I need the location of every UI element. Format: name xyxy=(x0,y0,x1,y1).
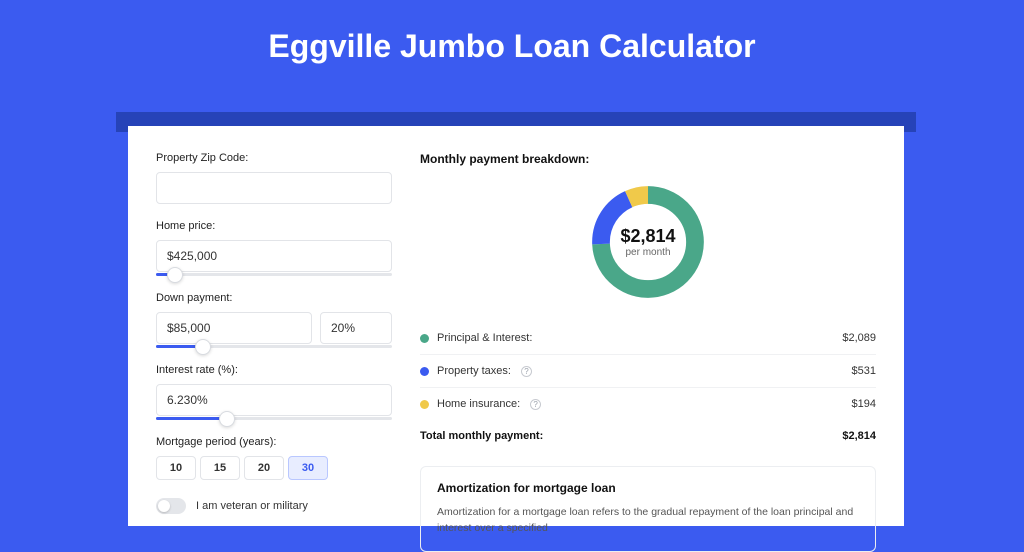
legend-value: $531 xyxy=(852,365,876,377)
interest-rate-input[interactable] xyxy=(156,384,392,416)
donut-sub: per month xyxy=(625,247,670,258)
home-price-label: Home price: xyxy=(156,220,392,232)
home-price-slider-thumb[interactable] xyxy=(167,267,183,283)
down-payment-percent-input[interactable] xyxy=(320,312,392,344)
breakdown-column: Monthly payment breakdown: $2,814 per mo… xyxy=(420,152,876,526)
calculator-card: Property Zip Code: Home price: Down paym… xyxy=(128,126,904,526)
mortgage-period-option[interactable]: 20 xyxy=(244,456,284,480)
legend-dot xyxy=(420,400,429,409)
amortization-body: Amortization for a mortgage loan refers … xyxy=(437,505,859,537)
breakdown-title: Monthly payment breakdown: xyxy=(420,152,876,166)
mortgage-period-option[interactable]: 30 xyxy=(288,456,328,480)
legend-label: Home insurance: xyxy=(437,398,520,410)
page-title: Eggville Jumbo Loan Calculator xyxy=(0,0,1024,93)
legend-row: Home insurance:? $194 xyxy=(420,387,876,420)
down-payment-group: Down payment: xyxy=(156,292,392,348)
legend-row: Property taxes:? $531 xyxy=(420,354,876,387)
home-price-group: Home price: xyxy=(156,220,392,276)
mortgage-period-option[interactable]: 10 xyxy=(156,456,196,480)
legend-label: Principal & Interest: xyxy=(437,332,532,344)
interest-rate-slider-thumb[interactable] xyxy=(219,411,235,427)
legend-list: Principal & Interest: $2,089 Property taxe… xyxy=(420,322,876,420)
home-price-slider[interactable] xyxy=(156,273,392,276)
mortgage-period-option[interactable]: 15 xyxy=(200,456,240,480)
form-column: Property Zip Code: Home price: Down paym… xyxy=(156,152,392,526)
donut-center: $2,814 per month xyxy=(586,180,710,304)
down-payment-slider[interactable] xyxy=(156,345,392,348)
legend-total-label: Total monthly payment: xyxy=(420,430,543,442)
info-icon[interactable]: ? xyxy=(530,399,541,410)
down-payment-row xyxy=(156,312,392,344)
legend-row: Principal & Interest: $2,089 xyxy=(420,322,876,354)
amortization-panel: Amortization for mortgage loan Amortizat… xyxy=(420,466,876,552)
info-icon[interactable]: ? xyxy=(521,366,532,377)
veteran-toggle-knob xyxy=(158,500,170,512)
interest-rate-group: Interest rate (%): xyxy=(156,364,392,420)
down-payment-input[interactable] xyxy=(156,312,312,344)
down-payment-label: Down payment: xyxy=(156,292,392,304)
zip-input[interactable] xyxy=(156,172,392,204)
interest-rate-slider[interactable] xyxy=(156,417,392,420)
legend-dot xyxy=(420,334,429,343)
interest-rate-slider-fill xyxy=(156,417,227,420)
legend-label: Property taxes: xyxy=(437,365,511,377)
mortgage-period-group: Mortgage period (years): 10152030 xyxy=(156,436,392,480)
mortgage-period-row: 10152030 xyxy=(156,456,392,480)
legend-value: $194 xyxy=(852,398,876,410)
zip-label: Property Zip Code: xyxy=(156,152,392,164)
legend-total-row: Total monthly payment: $2,814 xyxy=(420,420,876,452)
legend-total-value: $2,814 xyxy=(842,430,876,442)
interest-rate-label: Interest rate (%): xyxy=(156,364,392,376)
payment-donut-chart: $2,814 per month xyxy=(586,180,710,304)
mortgage-period-label: Mortgage period (years): xyxy=(156,436,392,448)
zip-group: Property Zip Code: xyxy=(156,152,392,204)
donut-amount: $2,814 xyxy=(620,226,675,247)
home-price-input[interactable] xyxy=(156,240,392,272)
legend-value: $2,089 xyxy=(842,332,876,344)
legend-dot xyxy=(420,367,429,376)
down-payment-slider-thumb[interactable] xyxy=(195,339,211,355)
veteran-label: I am veteran or military xyxy=(196,500,308,512)
amortization-title: Amortization for mortgage loan xyxy=(437,481,859,495)
donut-container: $2,814 per month xyxy=(420,180,876,304)
